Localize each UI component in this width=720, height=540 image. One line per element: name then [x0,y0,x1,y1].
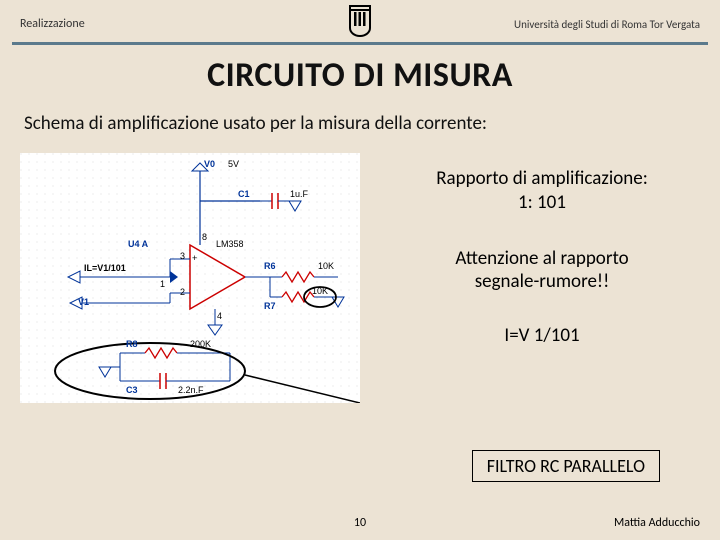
node-r8-label: R8 [126,339,138,349]
opamp-plus: + [192,253,197,263]
node-lm358-label: LM358 [216,239,244,249]
node-c1-label: C1 [238,189,250,199]
page-number: 10 [354,516,366,530]
circuit-schematic: V0 5V C1 1u.F U4 A LM358 IL=V1/101 V1 R6… [20,153,360,403]
pin-2: 2 [180,287,185,297]
node-v0-value: 5V [228,159,239,169]
node-v0-label: V0 [204,159,215,169]
pin-8: 8 [202,232,207,242]
node-c1-value: 1u.F [290,189,308,199]
attention-line1: Attenzione al rapporto [384,247,700,271]
ratio-line2: 1: 101 [384,191,700,215]
pin-4: 4 [217,311,222,321]
node-r6-value: 10K [318,261,334,271]
page-title: CIRCUITO DI MISURA [0,55,720,96]
ratio-block: Rapporto di amplificazione: 1: 101 [384,167,700,215]
university-logo-icon [346,4,374,43]
header-left-text: Realizzazione [20,17,85,31]
node-il-label: IL=V1/101 [84,263,126,273]
node-c3-label: C3 [126,385,138,395]
node-r8-value: 200K [190,339,211,349]
right-column: Rapporto di amplificazione: 1: 101 Atten… [360,153,700,403]
node-r6-label: R6 [264,261,276,271]
attention-line2: segnale-rumore!! [384,270,700,294]
content-row: V0 5V C1 1u.F U4 A LM358 IL=V1/101 V1 R6… [0,153,720,403]
formula-text: I=V 1/101 [384,324,700,347]
attention-block: Attenzione al rapporto segnale-rumore!! [384,247,700,295]
node-v1-label: V1 [78,297,89,307]
author-name: Mattia Adducchio [614,516,700,530]
node-r7-value: 10K [312,286,328,296]
slide-header: Realizzazione Università degli Studi di … [0,0,720,42]
ratio-line1: Rapporto di amplificazione: [384,167,700,191]
slide-footer: 10 Mattia Adducchio [0,516,720,530]
subtitle-text: Schema di amplificazione usato per la mi… [24,112,696,135]
filter-label-box: FILTRO RC PARALLELO [472,450,660,482]
pin-1: 1 [160,279,165,289]
node-u4a-label: U4 A [128,239,148,249]
header-right-text: Università degli Studi di Roma Tor Verga… [514,18,700,31]
node-r7-label: R7 [264,301,276,311]
node-c3-value: 2.2n.F [178,385,204,395]
pin-3: 3 [180,251,185,261]
